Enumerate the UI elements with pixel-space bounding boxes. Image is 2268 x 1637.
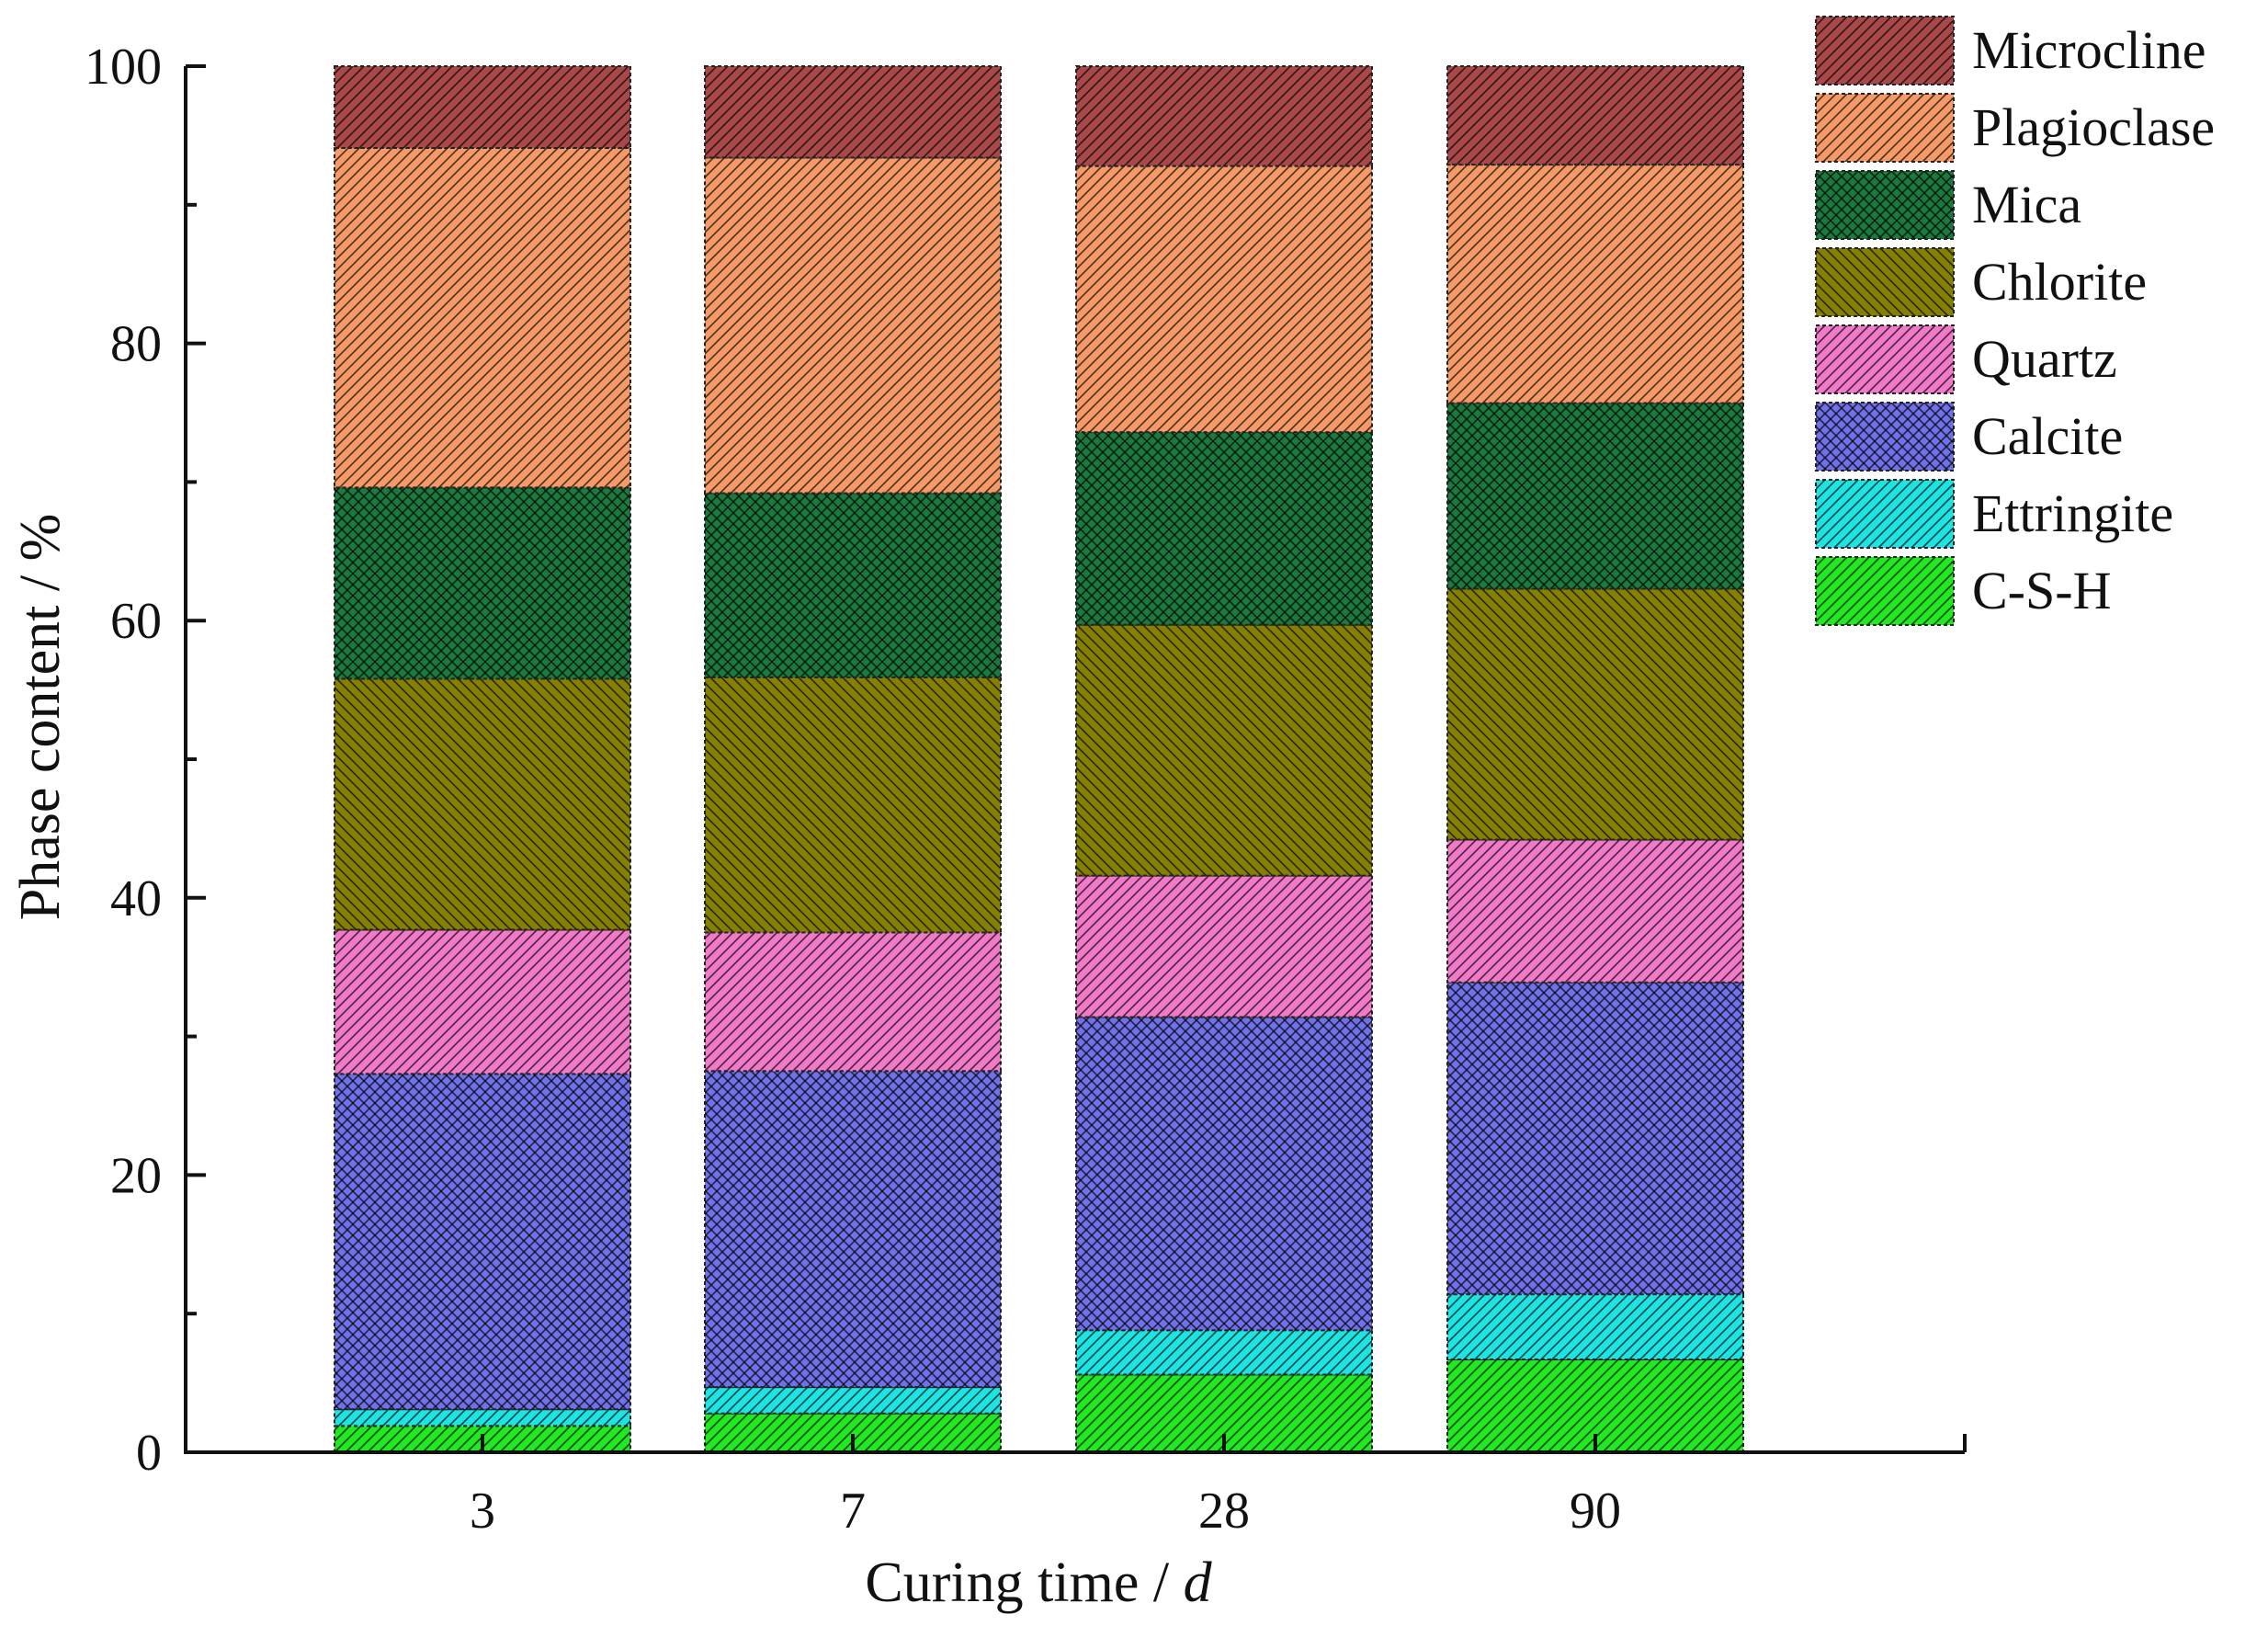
x-tick-label-90: 90 [1570,1483,1621,1540]
legend-label-microcline: Microcline [1972,20,2206,80]
bar-segment-plagioclase-7 [704,156,1002,495]
legend-swatch-mica [1815,170,1955,240]
bar-segment-chlorite-3 [334,677,631,931]
bar-segment-calcite-90 [1446,981,1744,1296]
y-tick-label-20: 20 [110,1147,162,1204]
bar-segment-quartz-3 [334,928,631,1075]
bar-segment-microcline-90 [1446,65,1744,166]
bar-segment-chlorite-28 [1075,623,1373,877]
legend-swatch-plagioclase [1815,93,1955,163]
legend-swatch-chlorite [1815,247,1955,317]
bar-segment-quartz-90 [1446,838,1744,983]
x-axis-title: Curing time / d [865,1552,1212,1614]
bar-segment-mica-3 [334,486,631,680]
bar-stack-3 [334,65,631,1454]
y-tick-label-100: 100 [85,39,162,96]
legend-label-ettringite: Ettringite [1972,483,2173,543]
bar-segment-plagioclase-3 [334,146,631,489]
legend-label-calcite: Calcite [1972,406,2123,466]
bar-segment-calcite-7 [704,1070,1002,1389]
legend-label-quartz: Quartz [1972,329,2117,389]
bar-segment-ettringite-28 [1075,1329,1373,1376]
ticks-layer: 3 7 28 90 0 20 40 60 80 100 [85,39,1621,1540]
legend-swatch-quartz [1815,324,1955,394]
x-tick-label-28: 28 [1198,1483,1250,1540]
bar-segment-plagioclase-28 [1075,165,1373,434]
bar-segment-microcline-7 [704,65,1002,159]
bar-segment-calcite-3 [334,1073,631,1411]
bar-segment-ettringite-90 [1446,1293,1744,1360]
bar-segment-quartz-28 [1075,874,1373,1018]
legend-label-plagioclase: Plagioclase [1972,97,2215,157]
bar-segment-chlorite-90 [1446,587,1744,841]
bar-segment-ettringite-3 [334,1408,631,1427]
bar-segment-ettringite-7 [704,1386,1002,1415]
legend-swatch-ettringite [1815,479,1955,549]
axis-titles: Curing time / d Phase content / % [9,514,1213,1614]
bar-segment-microcline-3 [334,65,631,149]
y-tick-label-40: 40 [110,870,162,927]
x-tick-label-7: 7 [840,1483,866,1540]
legend-item-ettringite: Ettringite [1815,479,2173,549]
y-tick-label-60: 60 [110,593,162,650]
legend-item-calcite: Calcite [1815,402,2123,472]
bar-stack-90 [1446,65,1744,1453]
bar-segment-microcline-28 [1075,65,1373,167]
bar-segment-mica-90 [1446,402,1744,590]
legend-item-mica: Mica [1815,170,2081,240]
x-tick-label-3: 3 [470,1483,495,1540]
bar-segment-mica-7 [704,492,1002,679]
bars-layer [334,65,1744,1454]
legend-item-quartz: Quartz [1815,324,2117,394]
y-tick-label-0: 0 [136,1425,162,1482]
legend-swatch-calcite [1815,402,1955,472]
bar-segment-calcite-28 [1075,1016,1373,1332]
legend-label-mica: Mica [1972,175,2081,234]
legend-item-c-s-h: C-S-H [1815,556,2111,626]
legend-item-microcline: Microcline [1815,16,2206,85]
bar-segment-plagioclase-90 [1446,164,1744,404]
y-axis-title: Phase content / % [9,514,72,921]
legend-swatch-microcline [1815,16,1955,85]
legend: Microcline Plagioclase Mica Chlorite Quartz C… [1815,16,2215,626]
bar-stack-28 [1075,65,1373,1453]
legend-label-c-s-h: C-S-H [1972,561,2111,620]
y-tick-label-80: 80 [110,316,162,373]
legend-item-chlorite: Chlorite [1815,247,2147,317]
legend-swatch-c-s-h [1815,556,1955,626]
legend-item-plagioclase: Plagioclase [1815,93,2215,163]
bar-segment-chlorite-7 [704,676,1002,934]
legend-label-chlorite: Chlorite [1972,252,2147,312]
bar-segment-mica-28 [1075,431,1373,626]
bar-stack-7 [704,65,1002,1453]
bar-segment-quartz-7 [704,931,1002,1073]
